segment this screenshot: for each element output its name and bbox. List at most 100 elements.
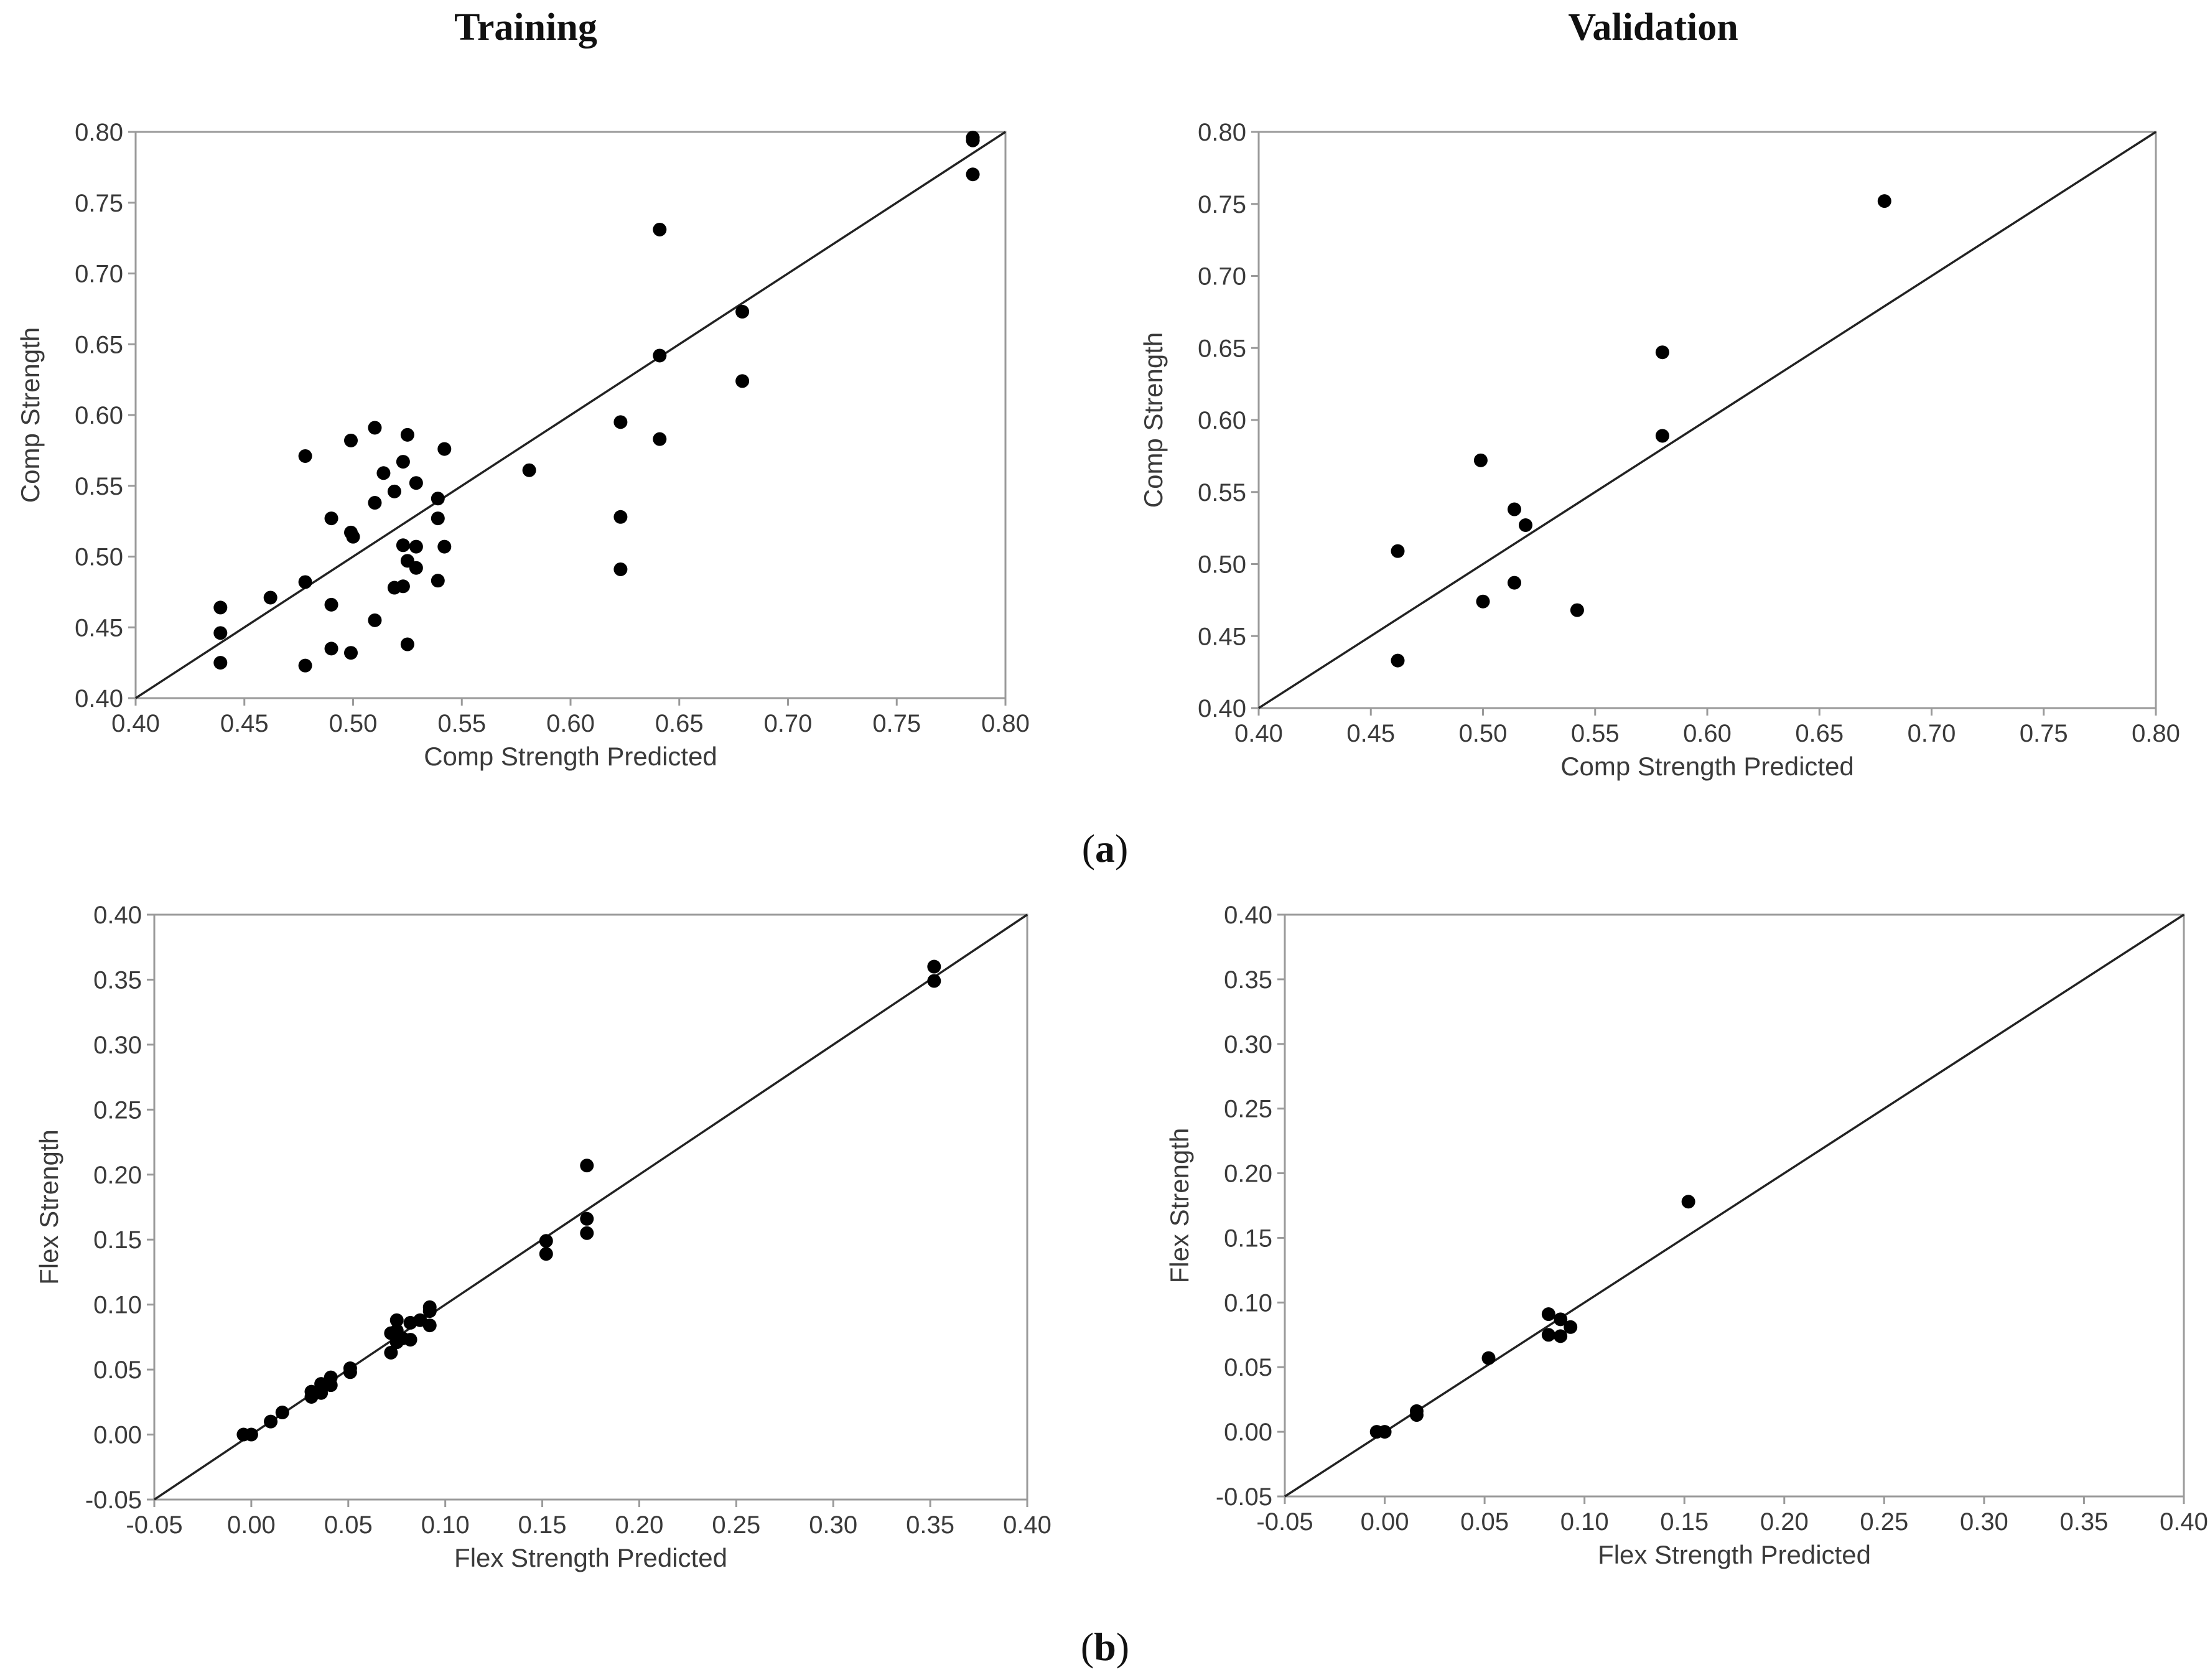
y-tick-label: 0.00: [1224, 1419, 1272, 1446]
y-tick-label: 0.70: [75, 261, 123, 288]
data-point: [324, 597, 338, 612]
plot-frame: [1284, 913, 2185, 1498]
y-tick-label: 0.10: [1224, 1289, 1272, 1317]
y-tick-label: 0.75: [1198, 191, 1246, 218]
data-point: [409, 561, 423, 575]
x-tick-label: 0.70: [1908, 720, 1956, 747]
y-tick-label: 0.15: [93, 1226, 142, 1254]
x-tick-label: 0.55: [1571, 720, 1620, 747]
x-axis-label: Comp Strength Predicted: [424, 742, 717, 771]
data-point: [613, 562, 628, 576]
data-point: [522, 463, 536, 477]
data-point: [298, 658, 312, 673]
data-point: [431, 492, 445, 506]
data-point: [275, 1406, 289, 1420]
data-point: [1554, 1312, 1568, 1327]
x-tick-label: 0.65: [1795, 720, 1844, 747]
flex-validation-chart: -0.05 0.00 0.05 0.10 0.15 0.20 0.25 0.30 0.35 0.4…: [1165, 902, 2208, 1569]
panel-label-a: (a): [1082, 826, 1129, 870]
reference-line: [1284, 913, 2184, 1498]
y-tick-label: -0.05: [1216, 1483, 1272, 1511]
data-point: [400, 637, 414, 651]
x-tick-label: 0.00: [227, 1511, 276, 1539]
x-tick-label: 0.45: [1346, 720, 1395, 747]
data-point: [403, 1333, 417, 1347]
data-point: [927, 974, 941, 988]
data-point: [431, 511, 445, 526]
data-point: [1564, 1320, 1578, 1334]
data-point: [343, 1365, 357, 1379]
data-point: [580, 1226, 594, 1240]
data-point: [1481, 1351, 1496, 1365]
y-tick-label: 0.60: [1198, 407, 1246, 434]
x-axis-label: Comp Strength Predicted: [1560, 752, 1854, 781]
y-tick-label: 0.55: [75, 473, 123, 500]
x-tick-label: 0.65: [655, 710, 704, 737]
comp-validation-chart: 0.40 0.45 0.50 0.55 0.60 0.65 0.70 0.75 0.80 0.40…: [1139, 119, 2180, 781]
data-point: [213, 600, 228, 615]
y-tick-label: 0.05: [1224, 1354, 1272, 1381]
y-tick-label: 0.75: [75, 190, 123, 217]
data-point: [422, 1318, 437, 1333]
x-tick-label: 0.40: [1234, 720, 1283, 747]
data-point: [1391, 544, 1405, 558]
x-tick-label: 0.80: [2132, 720, 2180, 747]
data-point: [1877, 194, 1891, 208]
data-point: [263, 590, 277, 605]
data-point: [400, 427, 414, 442]
x-tick-label: 0.25: [712, 1511, 760, 1539]
data-point: [368, 496, 382, 510]
y-tick-label: 0.10: [93, 1292, 142, 1319]
y-tick-label: 0.80: [75, 119, 123, 146]
y-tick-label: 0.65: [75, 331, 123, 358]
y-tick-label: 0.45: [1198, 623, 1246, 650]
x-tick-label: 0.30: [1960, 1508, 2008, 1536]
y-tick-label: 0.70: [1198, 263, 1246, 291]
data-point: [384, 1345, 398, 1360]
data-point: [409, 476, 423, 490]
x-tick-label: 0.10: [421, 1511, 470, 1539]
data-point: [653, 222, 667, 236]
data-point: [613, 415, 628, 429]
data-point: [580, 1159, 594, 1173]
y-tick-label: -0.05: [85, 1486, 142, 1514]
y-tick-label: 0.20: [1224, 1160, 1272, 1188]
y-tick-label: 0.40: [1198, 695, 1246, 722]
y-axis-label: Flex Strength: [1165, 1128, 1194, 1284]
x-tick-label: 0.30: [809, 1511, 857, 1539]
x-tick-label: 0.05: [324, 1511, 373, 1539]
data-point: [1378, 1425, 1392, 1439]
x-axis-label: Flex Strength Predicted: [1598, 1540, 1871, 1569]
x-tick-label: 0.50: [329, 710, 378, 737]
data-point: [1409, 1408, 1424, 1422]
x-tick-label: -0.05: [1256, 1508, 1313, 1536]
data-point: [213, 656, 228, 670]
y-tick-label: 0.25: [93, 1096, 142, 1124]
data-point: [264, 1414, 278, 1429]
data-point: [422, 1304, 437, 1318]
x-tick-label: 0.60: [1683, 720, 1732, 747]
x-tick-label: 0.75: [2020, 720, 2068, 747]
y-tick-label: 0.45: [75, 614, 123, 642]
data-point: [1473, 453, 1488, 467]
panel-label-b-letter: b: [1094, 1625, 1116, 1669]
x-tick-label: 0.75: [872, 710, 921, 737]
x-tick-label: 0.20: [615, 1511, 664, 1539]
data-point: [1570, 603, 1584, 617]
x-tick-label: 0.35: [906, 1511, 954, 1539]
y-tick-label: 0.50: [75, 544, 123, 571]
data-point: [927, 959, 941, 974]
data-point: [1507, 576, 1521, 590]
data-point: [539, 1247, 553, 1261]
x-tick-label: 0.45: [220, 710, 269, 737]
data-point: [346, 530, 360, 544]
data-point: [396, 538, 410, 553]
data-point: [368, 613, 382, 627]
x-tick-label: 0.10: [1560, 1508, 1609, 1536]
x-axis-label: Flex Strength Predicted: [454, 1543, 727, 1572]
x-tick-label: -0.05: [126, 1511, 182, 1539]
data-point: [298, 449, 312, 463]
data-point: [387, 484, 401, 498]
data-point: [396, 579, 410, 594]
